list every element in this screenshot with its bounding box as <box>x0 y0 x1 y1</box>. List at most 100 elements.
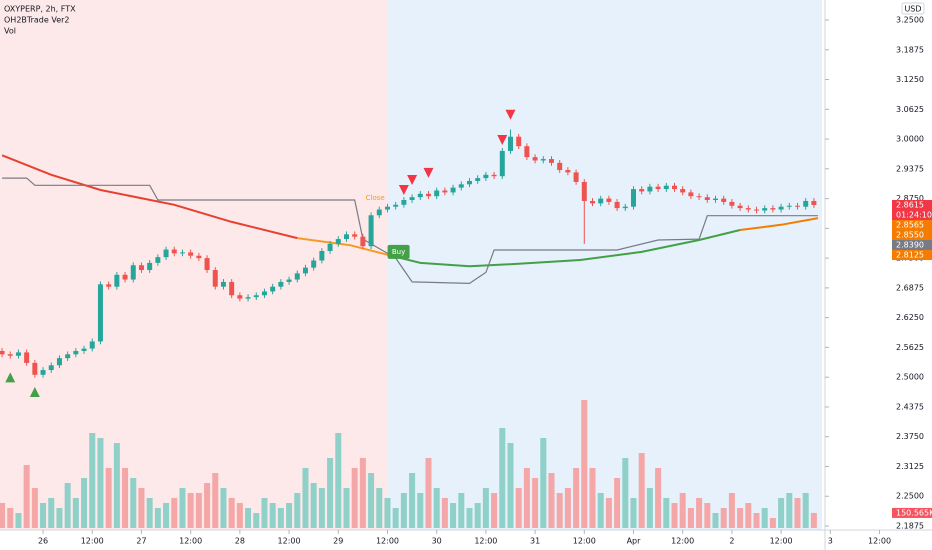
symbol: OXYPERP, 2h, FTX <box>4 5 76 14</box>
candle-body <box>138 265 144 271</box>
candle-body <box>745 208 751 210</box>
candle-body <box>40 370 46 375</box>
candle-body <box>352 234 358 237</box>
x-tick-label: 12:00 <box>376 537 399 546</box>
candle-body <box>401 200 407 205</box>
volume-bar <box>630 498 637 528</box>
candle-body <box>155 257 161 263</box>
volume-bar <box>277 508 284 528</box>
candle-body <box>294 273 300 280</box>
x-tick-label: 12:00 <box>278 537 301 546</box>
volume-bar <box>7 508 14 528</box>
volume-bar <box>286 503 293 528</box>
volume-bar <box>679 493 686 528</box>
candle-body <box>327 243 333 251</box>
candle-body <box>319 250 325 261</box>
candle-body <box>212 270 218 287</box>
volume-bar <box>753 513 760 528</box>
volume-bar <box>400 493 407 528</box>
signal-marker <box>5 372 16 383</box>
y-tick-label: 2.5625 <box>896 343 924 352</box>
candle-body <box>89 341 95 349</box>
y-tick-label: 3.0625 <box>896 105 924 114</box>
candle-body <box>786 205 792 207</box>
volume-bar <box>318 488 325 528</box>
candle-body <box>147 262 153 271</box>
volume-bar <box>392 508 399 528</box>
volume-bar <box>376 488 383 528</box>
sell-zone <box>0 0 387 530</box>
candle-body <box>65 354 71 359</box>
countdown: 01:24:10 <box>896 211 932 220</box>
price-label: 2.8565 <box>896 221 924 230</box>
candle-body <box>721 198 727 202</box>
signal-marker <box>423 167 434 178</box>
candle-body <box>261 291 267 296</box>
candle-body <box>499 150 505 177</box>
volume-bar <box>532 478 539 528</box>
x-tick-label: 12:00 <box>179 537 202 546</box>
volume-bar <box>154 508 161 528</box>
candle-body <box>122 274 128 280</box>
volume-bar <box>728 493 735 528</box>
candle-body <box>56 358 62 366</box>
volume-bar <box>335 433 342 528</box>
volume-bar <box>441 498 448 528</box>
volume-bar <box>745 503 752 528</box>
candle-body <box>557 162 563 171</box>
volume-bar <box>212 473 219 528</box>
price-label-box <box>892 240 932 251</box>
y-tick-label: 3.2500 <box>896 16 924 25</box>
candle-body <box>540 159 546 161</box>
time-axis <box>0 530 932 550</box>
volume-bar <box>491 493 498 528</box>
price-axis <box>825 0 932 550</box>
x-tick-label: 28 <box>235 537 245 546</box>
candle-body <box>688 192 694 197</box>
signal-marker <box>407 175 418 186</box>
candle-body <box>770 208 776 210</box>
candle-body <box>532 157 538 161</box>
indicator-line <box>2 177 818 285</box>
candle-body <box>286 279 292 282</box>
candle-body <box>713 198 719 201</box>
volume-bar <box>97 438 104 528</box>
y-tick-label: 3.0000 <box>896 135 924 144</box>
volume-bar <box>220 488 227 528</box>
volume-bar <box>573 468 580 528</box>
volume-name: Vol <box>4 27 16 36</box>
volume-bar <box>589 468 596 528</box>
volume-bar <box>163 503 170 528</box>
candle-body <box>417 193 423 198</box>
x-tick-label: Apr <box>627 537 642 546</box>
volume-bar <box>417 493 424 528</box>
candle-body <box>491 174 497 177</box>
candle-body <box>639 189 645 192</box>
volume-bar <box>89 433 96 528</box>
volume-bar <box>704 503 711 528</box>
volume-bar <box>614 478 621 528</box>
x-tick-label: 29 <box>333 537 343 546</box>
volume-bar <box>802 493 809 528</box>
volume-bar <box>245 508 252 528</box>
volume-bar <box>40 503 47 528</box>
volume-bar <box>351 468 358 528</box>
y-tick-label: 3.1250 <box>896 75 924 84</box>
axes: 3.2500 3.1875 3.1250 3.0625 3.0000 2.9375 2.87… <box>38 16 932 546</box>
volume-bar <box>228 498 235 528</box>
volume-bar <box>622 458 629 528</box>
candle-body <box>524 146 530 158</box>
candle-body <box>475 178 481 181</box>
annotation-box <box>387 244 410 259</box>
candle-body <box>106 284 112 287</box>
candle-body <box>384 206 390 210</box>
candle-body <box>762 208 768 211</box>
candle-body <box>245 297 251 299</box>
candle-body <box>409 197 415 201</box>
volume-bar <box>56 508 63 528</box>
candle-body <box>803 200 809 207</box>
price-label: 2.8390 <box>896 241 924 250</box>
volume-bar <box>482 488 489 528</box>
candle-body <box>278 281 284 287</box>
candle-body <box>589 200 595 204</box>
